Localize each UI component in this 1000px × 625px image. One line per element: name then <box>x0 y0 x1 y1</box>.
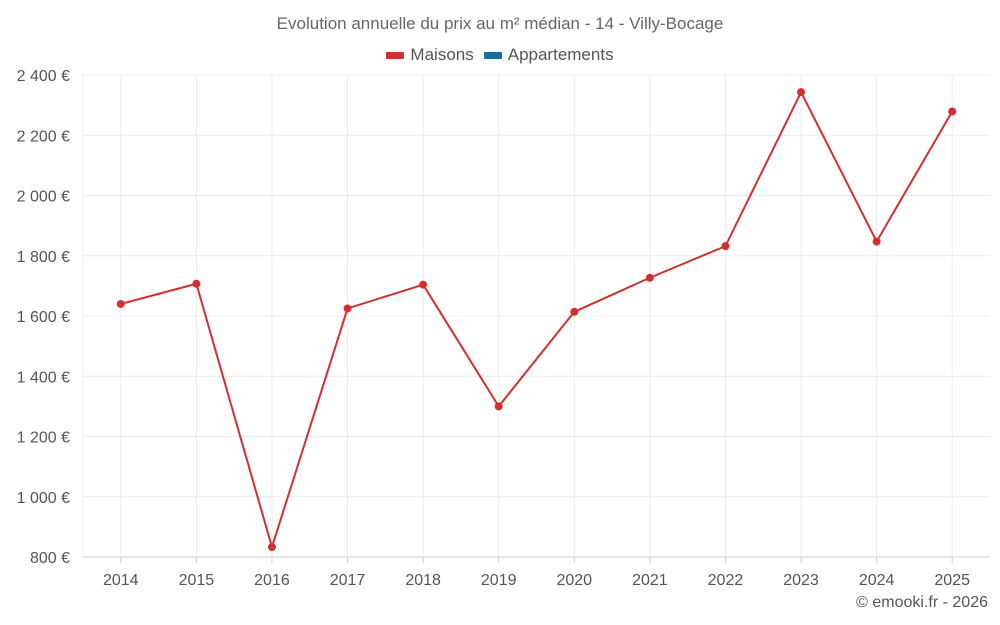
y-tick-label: 2 200 € <box>17 128 70 145</box>
legend-swatch-maisons <box>386 51 405 59</box>
x-tick-label: 2019 <box>481 572 517 589</box>
x-tick-label: 2015 <box>179 572 215 589</box>
data-point <box>116 299 125 308</box>
credit-text: © emooki.fr - 2026 <box>856 594 988 611</box>
series-line-maisons <box>120 91 954 549</box>
data-point <box>267 543 276 552</box>
x-tick-label: 2014 <box>103 572 139 589</box>
legend-item-appartements[interactable]: Appartements <box>483 45 614 65</box>
data-point <box>797 88 806 97</box>
y-tick-label: 1 400 € <box>17 369 70 386</box>
x-tick-label: 2020 <box>556 572 592 589</box>
x-tick-label: 2022 <box>708 572 744 589</box>
legend-swatch-appartements <box>483 51 502 59</box>
y-tick-label: 800 € <box>30 550 70 567</box>
data-point <box>948 107 957 116</box>
legend-label-appartements: Appartements <box>507 45 614 64</box>
data-point <box>419 280 428 289</box>
chart-title: Evolution annuelle du prix au m² médian … <box>276 14 724 33</box>
data-point <box>645 273 654 282</box>
y-tick-label: 2 400 € <box>17 68 70 85</box>
y-tick-label: 1 800 € <box>17 249 70 266</box>
data-point <box>872 237 881 246</box>
x-tick-label: 2021 <box>632 572 668 589</box>
x-tick-label: 2025 <box>934 572 970 589</box>
x-tick-label: 2024 <box>859 572 895 589</box>
x-tick-label: 2016 <box>254 572 290 589</box>
x-tick-label: 2018 <box>405 572 441 589</box>
data-point <box>721 242 730 251</box>
y-tick-label: 1 600 € <box>17 309 70 326</box>
data-point <box>570 307 579 316</box>
data-point <box>494 402 503 411</box>
y-tick-label: 1 200 € <box>17 430 70 447</box>
data-point <box>343 304 352 313</box>
x-tick-label: 2017 <box>330 572 366 589</box>
legend-item-maisons[interactable]: Maisons <box>386 45 474 65</box>
legend-label-maisons: Maisons <box>410 45 474 64</box>
y-tick-label: 2 000 € <box>17 189 70 206</box>
x-tick-label: 2023 <box>783 572 819 589</box>
data-point <box>192 279 201 288</box>
y-tick-label: 1 000 € <box>17 490 70 507</box>
chart-legend: Maisons Appartements <box>0 45 1000 65</box>
